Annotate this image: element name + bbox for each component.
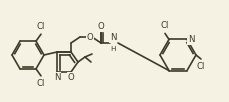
Text: N: N xyxy=(109,33,116,42)
Text: Cl: Cl xyxy=(37,22,45,31)
Text: Cl: Cl xyxy=(37,79,45,88)
Text: Cl: Cl xyxy=(160,21,169,30)
Text: N: N xyxy=(187,35,194,44)
Text: H: H xyxy=(110,46,115,52)
Text: Cl: Cl xyxy=(196,62,204,71)
Text: O: O xyxy=(97,22,104,31)
Text: N: N xyxy=(54,73,60,82)
Text: O: O xyxy=(67,73,74,82)
Text: O: O xyxy=(86,33,93,42)
